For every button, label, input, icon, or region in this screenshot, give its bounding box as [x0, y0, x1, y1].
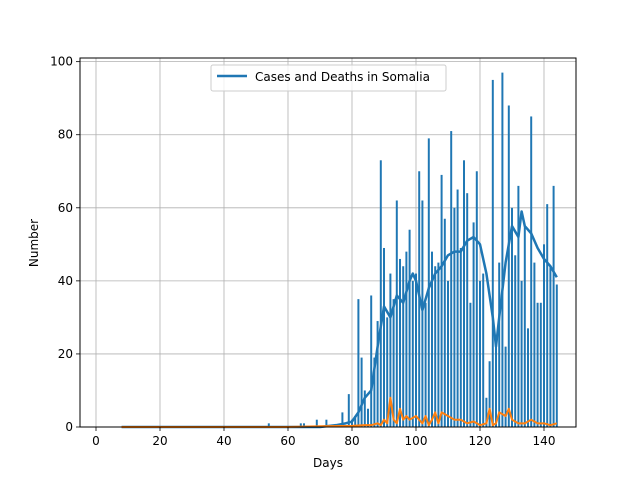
bar [479, 280, 481, 427]
x-axis-label: Days [313, 456, 343, 470]
bar [466, 193, 469, 427]
bar [427, 138, 430, 428]
x-tick-label: 0 [92, 434, 100, 448]
bar [351, 419, 353, 427]
legend-box [210, 64, 447, 92]
bar [389, 273, 392, 427]
bar [475, 171, 478, 427]
bar [370, 295, 373, 427]
rolling-average-line [121, 210, 558, 429]
bar [555, 284, 558, 427]
bar [552, 185, 555, 427]
bar [443, 218, 446, 427]
bar [373, 357, 376, 427]
bar [453, 207, 456, 427]
bar [450, 131, 453, 427]
bar [530, 116, 533, 427]
bar [469, 302, 472, 427]
bar [463, 160, 465, 427]
bar [485, 397, 488, 427]
y-tick-label: 0 [65, 420, 73, 434]
y-tick-label: 100 [50, 55, 73, 69]
bar [386, 317, 389, 427]
bar [456, 189, 459, 427]
bar [549, 266, 552, 427]
y-tick-label: 20 [58, 347, 73, 361]
bar [395, 200, 398, 427]
bar-series [267, 72, 558, 428]
bar [376, 321, 379, 427]
bar [437, 262, 440, 427]
bar [405, 251, 408, 427]
legend-label: Cases and Deaths in Somalia [255, 70, 430, 84]
bar [533, 262, 536, 427]
bar [411, 280, 414, 427]
x-tick-label: 60 [280, 434, 295, 448]
bar [523, 226, 526, 427]
bar [363, 390, 366, 427]
bar [459, 247, 462, 427]
x-tick-label: 140 [533, 434, 556, 448]
y-tick-label: 80 [58, 128, 73, 142]
bar [501, 72, 504, 427]
bar [315, 419, 318, 427]
bar [360, 357, 363, 427]
bar [536, 302, 539, 427]
bar [354, 416, 357, 427]
bar [504, 346, 507, 427]
x-tick-label: 80 [344, 434, 359, 448]
bar [267, 423, 270, 427]
bar [415, 273, 417, 427]
x-axis-ticks: 0 20 40 60 80 100 120 140 [92, 427, 555, 448]
bar [517, 185, 520, 427]
bar [379, 160, 382, 427]
bar [421, 200, 424, 427]
bar [498, 262, 501, 427]
x-tick-label: 100 [405, 434, 428, 448]
plot-frame [79, 57, 577, 428]
bar [383, 247, 385, 427]
bar [546, 204, 549, 427]
bar [491, 79, 494, 428]
bar [431, 251, 433, 427]
bar [434, 266, 437, 427]
bar [514, 255, 517, 427]
y-tick-label: 40 [58, 274, 73, 288]
bar [482, 273, 485, 427]
bar [357, 299, 360, 427]
y-tick-label: 60 [58, 201, 73, 215]
legend: Cases and Deaths in Somalia [210, 64, 447, 92]
bar [424, 302, 427, 427]
bar [299, 423, 302, 427]
bar [341, 412, 344, 427]
bar [367, 408, 369, 427]
bar [488, 361, 491, 427]
bar [539, 302, 542, 427]
bar [511, 207, 513, 427]
y-axis-ticks: 0 20 40 60 80 100 [50, 55, 80, 434]
bar [303, 423, 305, 427]
bar [495, 346, 497, 427]
y-axis-label: Number [27, 219, 41, 267]
bar [399, 258, 401, 427]
x-tick-label: 20 [152, 434, 167, 448]
x-tick-label: 120 [469, 434, 492, 448]
bar [543, 244, 545, 427]
bar [472, 222, 475, 427]
bar [507, 105, 510, 427]
bar [520, 280, 523, 427]
bar [347, 394, 350, 427]
bar [325, 419, 328, 427]
x-tick-label: 40 [216, 434, 231, 448]
bar [402, 266, 405, 427]
bar [408, 229, 411, 427]
bar [527, 328, 529, 427]
bar [447, 280, 449, 427]
bar [392, 299, 395, 427]
line-series [121, 210, 558, 429]
bar [440, 174, 443, 427]
deaths-line [121, 396, 558, 428]
